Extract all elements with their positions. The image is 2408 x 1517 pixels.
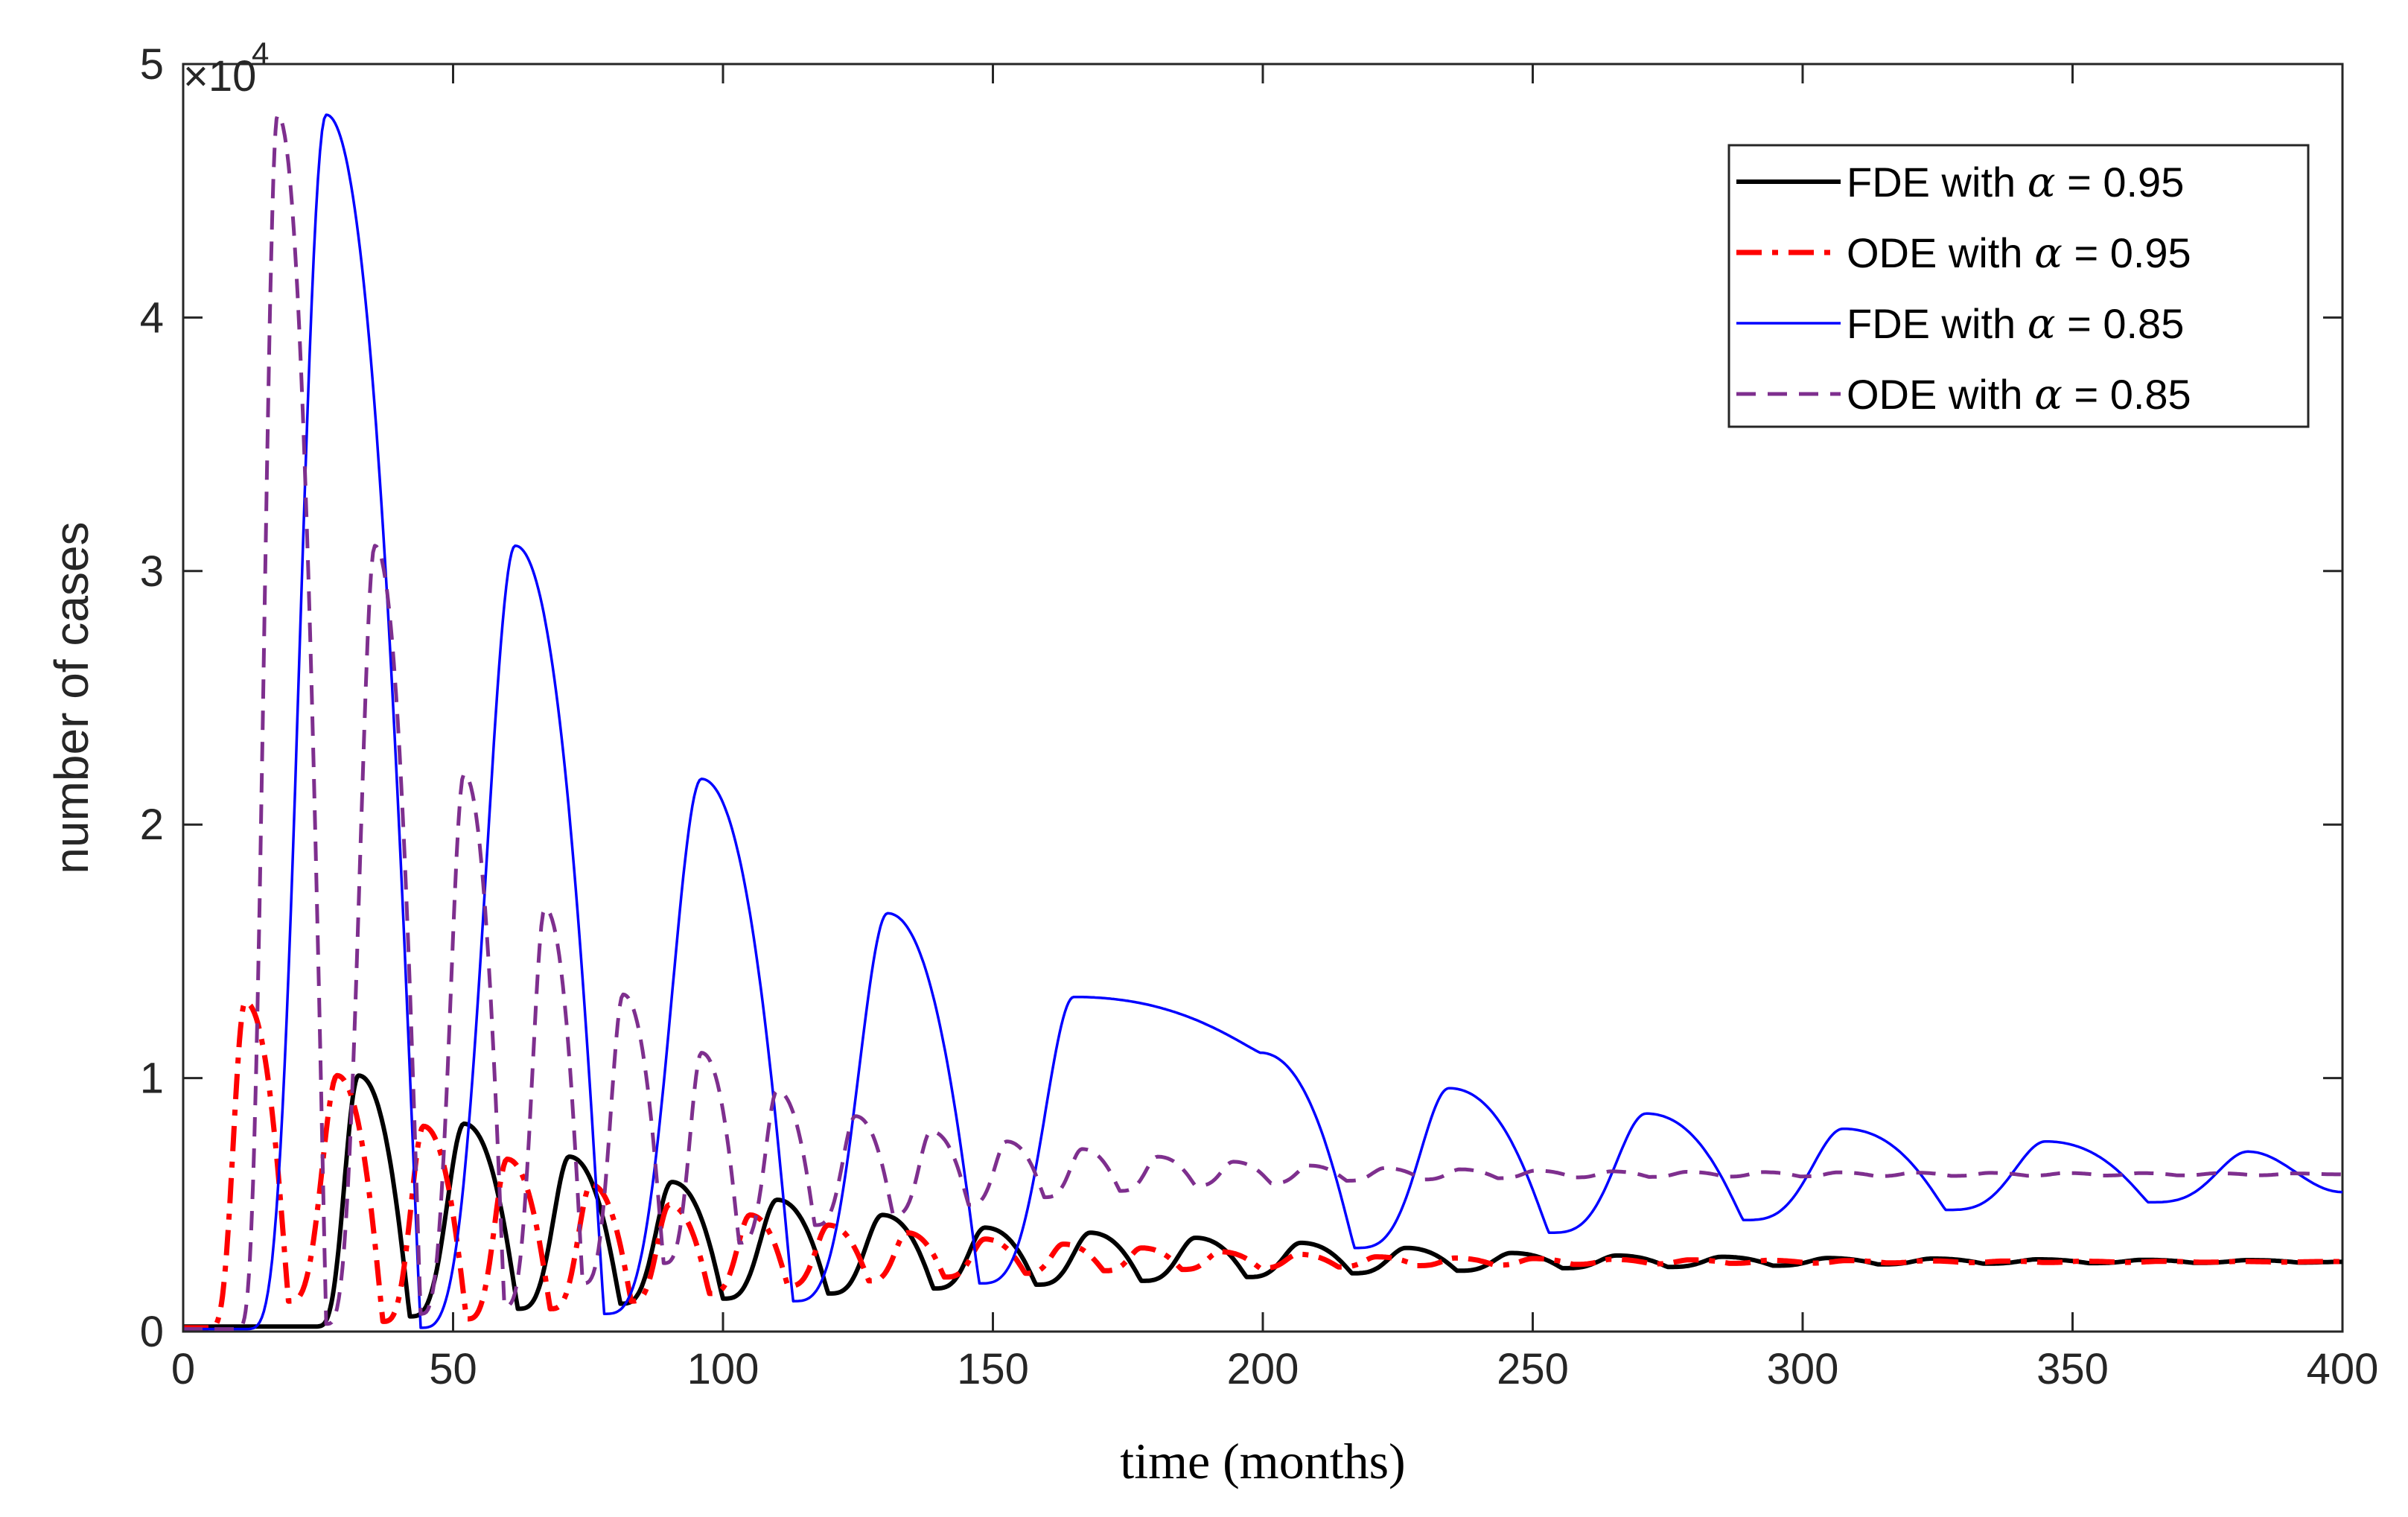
y-exponent-label: ×10 4 <box>183 36 269 101</box>
x-tick-label: 300 <box>1767 1345 1839 1393</box>
y-exponent-power: 4 <box>252 36 269 71</box>
legend-label-suffix: = 0.85 <box>2056 300 2185 347</box>
x-tick-label: 400 <box>2307 1345 2379 1393</box>
y-exponent-base: ×10 <box>183 52 256 101</box>
series-line-4 <box>183 112 2343 1332</box>
legend-label-symbol: α <box>2028 159 2056 207</box>
legend-label-3: FDE with α = 0.85 <box>1847 300 2184 349</box>
legend-label-symbol: α <box>2034 229 2063 278</box>
y-tick-label: 0 <box>140 1308 164 1356</box>
y-tick-label: 2 <box>140 801 164 849</box>
x-tick-label: 100 <box>687 1345 759 1393</box>
legend-label-suffix: = 0.95 <box>2056 159 2185 206</box>
legend-label-symbol: α <box>2034 371 2063 419</box>
plot-area: 0 50 100 150 200 250 300 350 400 0 1 2 3 4 5 <box>140 40 2379 1393</box>
x-tick-label: 50 <box>429 1345 477 1393</box>
y-axis-label: number of cases <box>45 521 98 874</box>
x-tick-label: 200 <box>1227 1345 1299 1393</box>
x-tick-label: 350 <box>2036 1345 2109 1393</box>
legend-label-prefix: ODE with <box>1847 371 2034 418</box>
series-line-3 <box>183 113 2343 1331</box>
legend-label-prefix: FDE with <box>1847 159 2028 206</box>
series-layer <box>183 112 2344 1332</box>
y-tick-label: 4 <box>140 293 164 342</box>
legend-label-prefix: FDE with <box>1847 300 2028 347</box>
x-tick-label: 150 <box>957 1345 1029 1393</box>
legend-label-2: ODE with α = 0.95 <box>1847 229 2191 278</box>
legend-label-suffix: = 0.85 <box>2063 371 2191 418</box>
legend-label-1: FDE with α = 0.95 <box>1847 159 2184 207</box>
y-tick-label: 5 <box>140 40 164 89</box>
x-axis-ticks: 0 50 100 150 200 250 300 350 400 <box>171 64 2379 1393</box>
y-axis-ticks: 0 1 2 3 4 5 <box>140 40 2342 1356</box>
x-axis-label: time (months) <box>1120 1433 1405 1489</box>
legend-label-suffix: = 0.95 <box>2063 229 2191 276</box>
y-tick-label: 3 <box>140 547 164 596</box>
y-tick-label: 1 <box>140 1055 164 1103</box>
x-tick-label: 250 <box>1497 1345 1569 1393</box>
x-tick-label: 0 <box>171 1345 195 1393</box>
legend-label-prefix: ODE with <box>1847 229 2034 276</box>
legend-label-4: ODE with α = 0.85 <box>1847 371 2191 419</box>
legend-box <box>1727 144 2310 428</box>
legend-label-symbol: α <box>2028 300 2056 349</box>
series-line-2 <box>183 999 2344 1331</box>
series-line-1 <box>183 1073 2343 1329</box>
